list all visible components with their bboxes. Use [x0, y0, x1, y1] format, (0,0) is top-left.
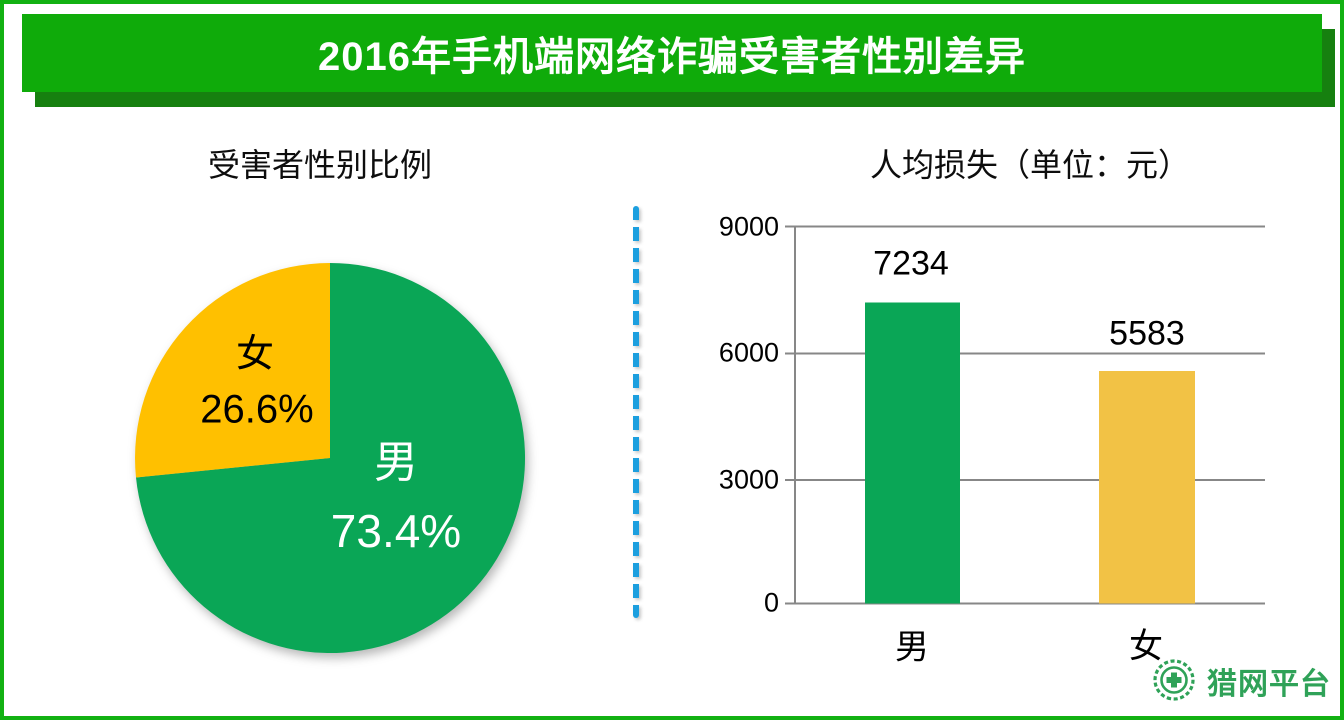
pie-chart	[130, 258, 530, 658]
pie-chart-title: 受害者性别比例	[207, 147, 432, 183]
y-tick-9000: 9000	[718, 211, 779, 242]
bar-female	[1099, 371, 1195, 604]
pie-slice-female	[135, 263, 330, 478]
liewang-wreath-cross-icon	[1153, 659, 1195, 701]
pie-percent-male: 73.4%	[330, 505, 462, 557]
bar-chart	[785, 220, 1270, 610]
pie-slice-male	[136, 263, 526, 653]
y-tick-6000: 6000	[718, 337, 779, 368]
pie-label-female: 女	[235, 333, 275, 376]
bar-chart-svg	[785, 225, 1265, 605]
bar-value-female: 5583	[1109, 314, 1185, 353]
page-title: 2016年手机端网络诈骗受害者性别差异	[318, 35, 1026, 79]
bar-value-male: 7234	[873, 244, 949, 283]
pie-percent-female: 26.6%	[200, 387, 314, 432]
banner: 2016年手机端网络诈骗受害者性别差异	[22, 14, 1322, 92]
liewang-logo: 猎网平台	[1150, 658, 1331, 704]
pie-label-male: 男	[374, 438, 418, 487]
x-category-female: 女	[1129, 627, 1163, 666]
y-tick-0: 0	[763, 587, 779, 618]
liewang-logo-text: 猎网平台	[1207, 668, 1331, 701]
dashed-divider	[633, 206, 639, 618]
pie-chart-svg	[135, 263, 526, 653]
bar-chart-title: 人均损失（单位：元）	[869, 147, 1190, 183]
y-tick-3000: 3000	[718, 464, 779, 495]
bar-male	[865, 302, 960, 604]
x-category-male: 男	[895, 628, 929, 667]
